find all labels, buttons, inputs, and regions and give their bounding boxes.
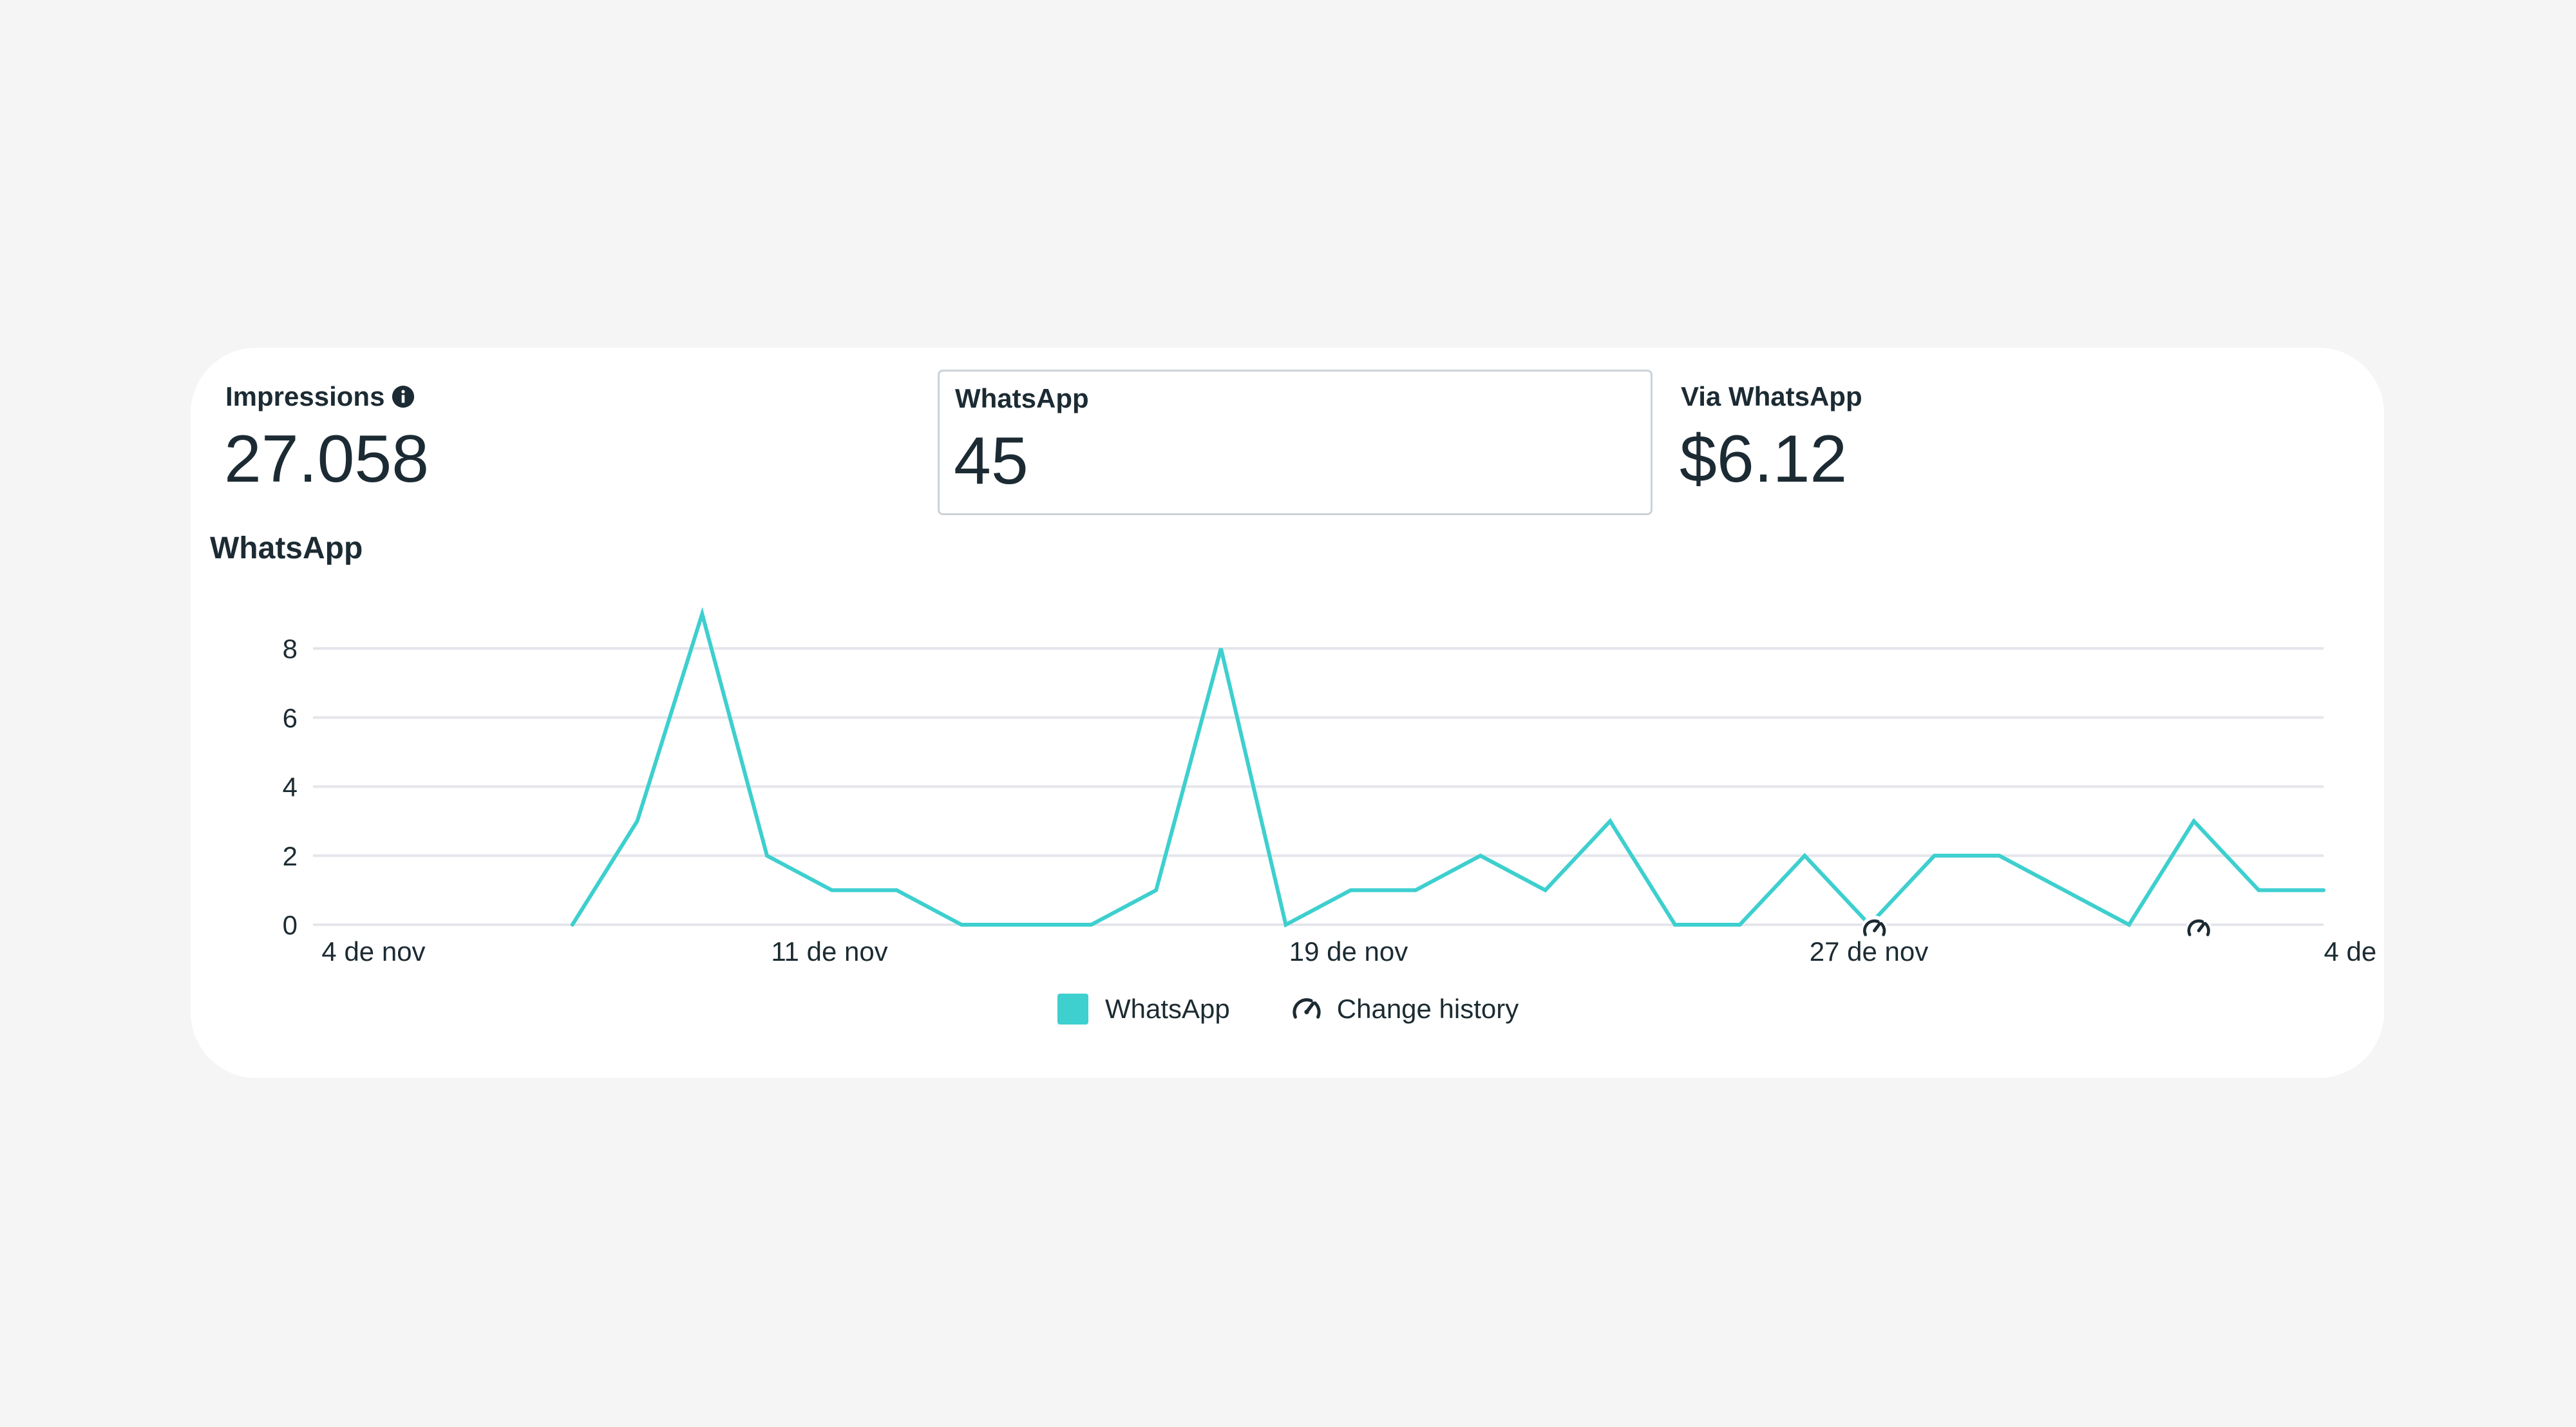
y-tick-label-8: 8 — [283, 634, 298, 664]
info-icon[interactable] — [391, 384, 415, 409]
legend-item-whatsapp[interactable]: WhatsApp — [1057, 994, 1230, 1025]
line-chart: 0 2 4 6 8 4 de nov 11 de nov 19 de nov 27 de nov… — [283, 607, 2384, 967]
speedometer-icon — [1293, 998, 1321, 1019]
series-line-whatsapp — [570, 607, 2325, 928]
legend-label-whatsapp: WhatsApp — [1105, 994, 1230, 1024]
metric-via-whatsapp-value: $6.12 — [1680, 422, 1848, 496]
y-tick-label-4: 4 — [283, 772, 298, 802]
metric-whatsapp-label: WhatsApp — [955, 383, 1089, 413]
chart-legend: WhatsApp Change history — [1057, 992, 1578, 1026]
x-tick-label-1: 11 de nov — [771, 936, 887, 967]
metric-impressions[interactable]: Impressions 27.058 — [210, 370, 925, 515]
x-tick-label-4: 4 de dic — [2324, 936, 2384, 967]
legend-label-change-history: Change history — [1336, 994, 1519, 1024]
legend-item-change-history[interactable]: Change history — [1289, 992, 1519, 1026]
metric-whatsapp-value: 45 — [954, 424, 1028, 498]
y-tick-label-6: 6 — [283, 703, 298, 733]
y-tick-label-2: 2 — [283, 841, 298, 871]
metric-via-whatsapp[interactable]: Via WhatsApp $6.12 — [1665, 370, 2380, 515]
change-history-marker-0[interactable] — [1861, 915, 1888, 941]
metrics-chart-card: Impressions 27.058 WhatsApp 45 Via Whats… — [191, 348, 2384, 1078]
chart-title: WhatsApp — [210, 531, 363, 565]
metric-via-whatsapp-label: Via WhatsApp — [1681, 381, 1862, 411]
metric-impressions-value: 27.058 — [224, 422, 430, 496]
x-tick-label-3: 27 de nov — [1810, 936, 1929, 967]
metric-whatsapp[interactable]: WhatsApp 45 — [938, 370, 1653, 515]
legend-swatch-whatsapp — [1057, 994, 1088, 1025]
x-tick-label-0: 4 de nov — [321, 936, 425, 967]
change-history-marker-1[interactable] — [2186, 915, 2211, 941]
y-tick-label-0: 0 — [283, 910, 298, 940]
metric-impressions-label: Impressions — [225, 381, 385, 411]
x-tick-label-2: 19 de nov — [1289, 936, 1408, 967]
